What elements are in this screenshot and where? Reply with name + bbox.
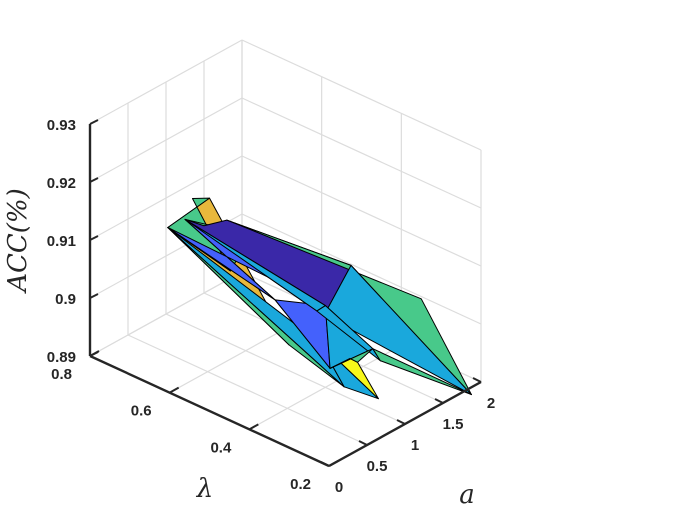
y-axis-label: λ [196, 474, 213, 504]
wall-gridline-z [241, 213, 482, 325]
surface-face [329, 348, 374, 369]
axis-layer: 0 0.5 1 1.5 2 0.2 0.4 0.6 0.80.89 0.9 0.91 0.92 0.93 [47, 117, 495, 496]
z-tick-label: 0.89 [47, 349, 76, 366]
x-tick-mark [320, 461, 330, 467]
x-tick-mark [434, 398, 444, 404]
z-tick-mark [89, 235, 99, 241]
wall-gridline-z [89, 97, 243, 183]
wall-gridline-z [241, 97, 482, 209]
y-axis-line [89, 354, 330, 468]
z-tick-label: 0.9 [55, 291, 76, 308]
z-tick-label: 0.91 [47, 233, 76, 250]
z-tick-mark [89, 177, 99, 183]
z-tick-mark [89, 119, 99, 125]
z-tick-label: 0.93 [47, 117, 76, 134]
floor-gridline-lambda [249, 344, 402, 430]
floor-gridline-a [127, 334, 368, 446]
y-tick-label: 0.4 [210, 439, 232, 456]
y-tick-mark [248, 423, 259, 431]
surface-face [372, 348, 472, 396]
label-layer: ACC(%) λ a [3, 188, 475, 510]
y-tick-mark [328, 460, 339, 467]
z-tick-mark [89, 351, 99, 357]
x-tick-mark [358, 440, 368, 446]
x-axis-label: a [459, 480, 475, 510]
surface-layer [167, 197, 472, 400]
grid-layer [89, 39, 482, 467]
z-tick-label: 0.92 [47, 175, 76, 192]
surface-face [184, 218, 326, 312]
y-tick-label: 0.6 [131, 403, 152, 420]
x-tick-mark [396, 419, 406, 425]
wall-gridline-z [241, 155, 482, 267]
x-tick-label: 1 [411, 437, 419, 454]
wall-gridline-z [89, 155, 243, 241]
wall-gridline-z [241, 39, 482, 151]
x-tick-label: 0 [335, 479, 343, 496]
x-tick-label: 0.5 [367, 458, 388, 475]
x-tick-label: 1.5 [443, 416, 464, 433]
floor-gridline-a [165, 313, 406, 425]
z-axis-label: ACC(%) [3, 188, 33, 294]
z-tick-mark [89, 293, 99, 299]
wall-gridline-z [89, 39, 243, 125]
y-tick-label: 0.2 [290, 476, 311, 493]
x-tick-label: 2 [487, 395, 495, 412]
y-tick-label: 0.8 [51, 366, 72, 383]
y-tick-mark [169, 386, 180, 394]
wall-gridline-z [89, 271, 243, 357]
x-tick-mark [472, 377, 482, 383]
